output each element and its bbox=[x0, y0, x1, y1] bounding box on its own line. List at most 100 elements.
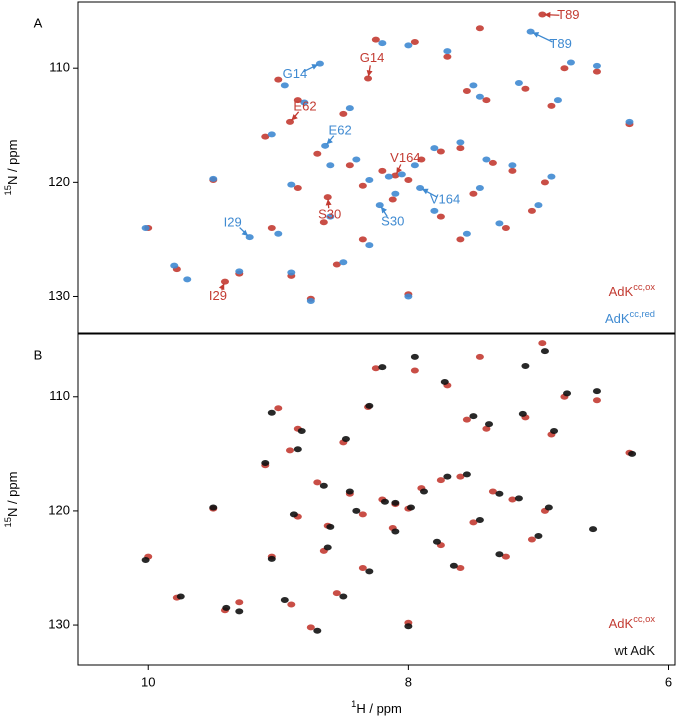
arrow-head bbox=[380, 206, 387, 214]
peak bbox=[388, 196, 397, 203]
legend-entry: AdKcc,ox bbox=[609, 282, 656, 299]
peak bbox=[371, 365, 380, 372]
peak bbox=[274, 76, 283, 83]
peak bbox=[550, 428, 559, 435]
annotation-label: V164 bbox=[430, 191, 460, 206]
peak bbox=[534, 533, 543, 540]
peak bbox=[364, 75, 373, 82]
annotation-label: S30 bbox=[381, 214, 404, 229]
peak bbox=[495, 490, 504, 497]
peak bbox=[326, 213, 335, 220]
annotation-label: G14 bbox=[360, 50, 385, 65]
text-part: AdK bbox=[609, 616, 634, 631]
peak bbox=[339, 259, 348, 266]
peak bbox=[560, 65, 569, 72]
peak bbox=[488, 488, 497, 495]
peak bbox=[410, 162, 419, 169]
peak bbox=[436, 477, 445, 484]
x-tick-label: 6 bbox=[665, 674, 672, 689]
peak bbox=[592, 62, 601, 69]
peak bbox=[209, 175, 218, 182]
peak bbox=[235, 599, 244, 606]
peak bbox=[625, 118, 634, 125]
peak bbox=[345, 105, 354, 112]
annotation-label: G14 bbox=[283, 66, 308, 81]
peak bbox=[410, 38, 419, 45]
arrow-head bbox=[366, 70, 373, 77]
peak bbox=[323, 544, 332, 551]
peak bbox=[628, 450, 637, 457]
peak bbox=[443, 53, 452, 60]
peak bbox=[488, 159, 497, 166]
peak bbox=[518, 410, 527, 417]
peak bbox=[209, 504, 218, 511]
peak bbox=[469, 82, 478, 89]
peak bbox=[475, 353, 484, 360]
peak bbox=[482, 156, 491, 163]
peak bbox=[141, 224, 150, 231]
text-part: wt AdK bbox=[614, 643, 656, 658]
peak bbox=[430, 207, 439, 214]
peak bbox=[365, 177, 374, 184]
annotation-label: S30 bbox=[318, 207, 341, 222]
arrow-head bbox=[291, 114, 298, 121]
peak bbox=[293, 185, 302, 192]
peak bbox=[384, 173, 393, 180]
peak bbox=[527, 207, 536, 214]
peak bbox=[501, 553, 510, 560]
peak bbox=[358, 182, 367, 189]
peak bbox=[176, 593, 185, 600]
y-tick-label: 130 bbox=[48, 288, 70, 303]
peak bbox=[501, 224, 510, 231]
peak bbox=[339, 593, 348, 600]
peak bbox=[592, 388, 601, 395]
peak bbox=[306, 298, 315, 305]
annotation-label: E62 bbox=[329, 122, 352, 137]
peak bbox=[419, 488, 428, 495]
peak bbox=[297, 428, 306, 435]
peak bbox=[235, 268, 244, 275]
peak bbox=[332, 261, 341, 268]
peak bbox=[313, 150, 322, 157]
peak bbox=[462, 230, 471, 237]
peak bbox=[371, 36, 380, 43]
legend-entry: AdKcc,red bbox=[605, 309, 655, 326]
peak bbox=[326, 162, 335, 169]
peak bbox=[261, 459, 270, 466]
arrow-head bbox=[218, 283, 225, 291]
peak bbox=[391, 190, 400, 197]
peak bbox=[544, 504, 553, 511]
panel-label: B bbox=[34, 347, 43, 362]
peak bbox=[508, 162, 517, 169]
peak bbox=[141, 556, 150, 563]
peak bbox=[235, 608, 244, 615]
peak bbox=[508, 496, 517, 503]
peak bbox=[352, 156, 361, 163]
peak bbox=[534, 202, 543, 209]
superscript: cc,red bbox=[630, 309, 655, 319]
peak bbox=[280, 82, 289, 89]
y-tick-label: 130 bbox=[48, 616, 70, 631]
y-axis-label: 15N / ppm bbox=[3, 472, 20, 528]
peak bbox=[339, 110, 348, 117]
peak bbox=[358, 564, 367, 571]
peak bbox=[358, 511, 367, 518]
peak bbox=[462, 416, 471, 423]
peak bbox=[319, 482, 328, 489]
peak bbox=[313, 627, 322, 634]
annotation-label: I29 bbox=[209, 288, 227, 303]
peak bbox=[462, 88, 471, 95]
peak bbox=[521, 362, 530, 369]
peak bbox=[469, 413, 478, 420]
peak bbox=[365, 568, 374, 575]
peak bbox=[326, 523, 335, 530]
arrow-head bbox=[326, 138, 333, 145]
peak bbox=[287, 181, 296, 188]
panel-label: A bbox=[34, 15, 43, 30]
peak bbox=[341, 436, 350, 443]
arrow-head bbox=[532, 32, 540, 38]
arrow-head bbox=[325, 199, 332, 206]
annotation-label: I29 bbox=[224, 215, 242, 230]
